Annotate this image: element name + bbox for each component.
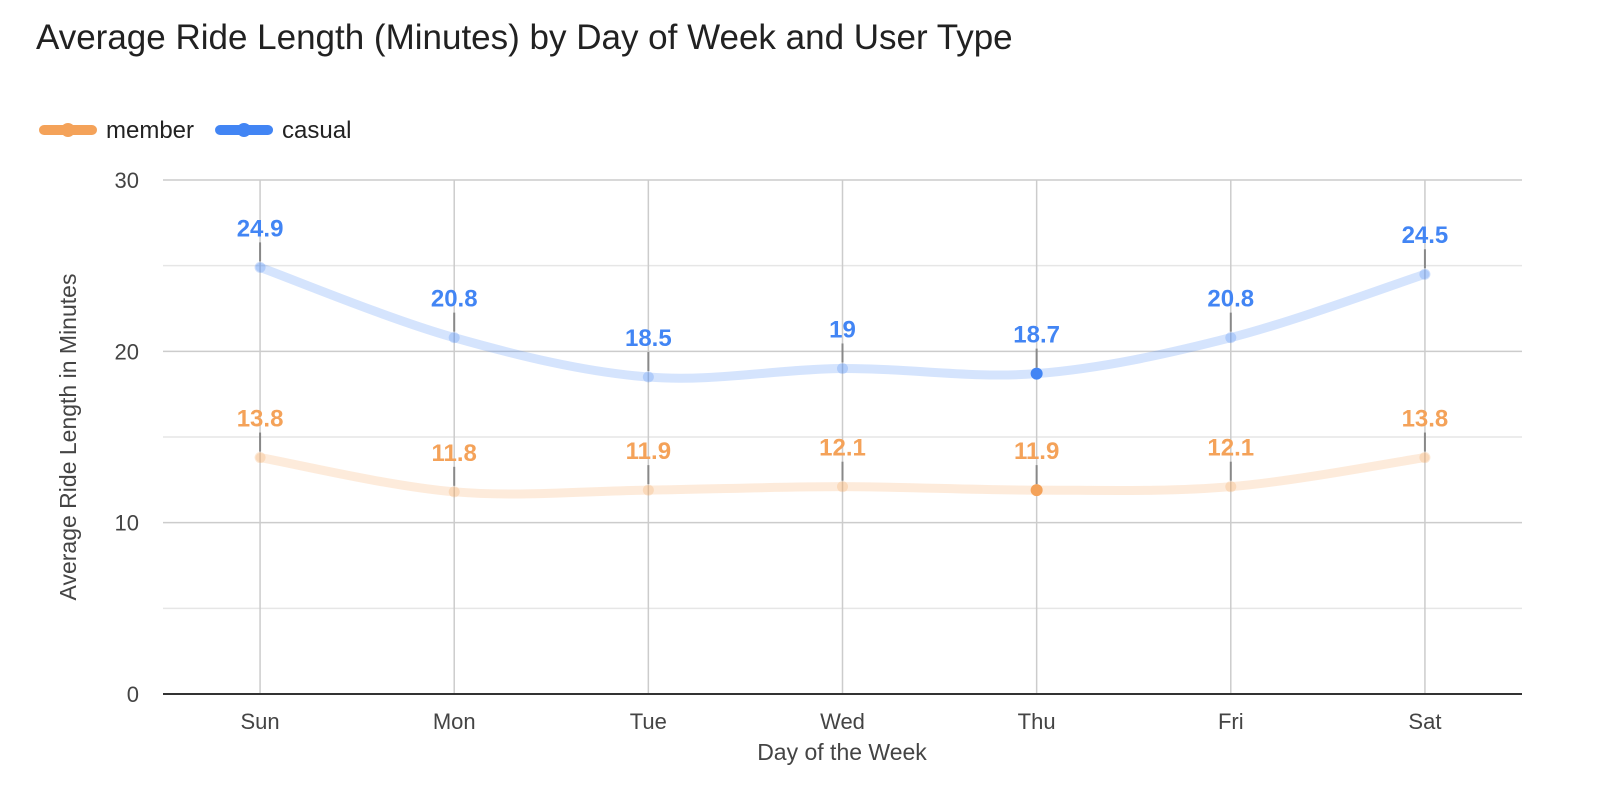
x-tick-label: Thu	[1018, 709, 1056, 734]
data-label-casual: 24.5	[1402, 222, 1449, 249]
x-tick-label: Wed	[820, 709, 865, 734]
data-point-casual	[837, 363, 848, 374]
data-point-member	[643, 485, 654, 496]
data-label-casual: 19	[829, 316, 856, 343]
x-axis-title: Day of the Week	[757, 739, 927, 765]
data-label-casual: 20.8	[1207, 286, 1254, 313]
y-tick-label: 0	[127, 682, 139, 707]
data-label-member: 13.8	[237, 406, 284, 433]
data-label-member: 11.8	[432, 440, 477, 467]
data-point-member	[449, 486, 460, 497]
y-tick-label: 20	[115, 339, 139, 364]
data-label-casual: 18.7	[1013, 322, 1060, 349]
data-point-casual	[643, 372, 654, 383]
data-point-member	[1419, 452, 1430, 463]
data-label-member: 12.1	[819, 435, 866, 462]
data-point-casual	[255, 262, 266, 273]
data-point-casual	[1031, 368, 1043, 380]
legend-label-casual: casual	[282, 117, 351, 144]
legend-label-member: member	[106, 117, 194, 144]
data-label-member: 11.9	[626, 438, 671, 465]
data-point-member	[837, 481, 848, 492]
data-point-casual	[1419, 269, 1430, 280]
x-tick-label: Fri	[1218, 709, 1244, 734]
x-tick-label: Tue	[630, 709, 667, 734]
data-label-member: 11.9	[1014, 438, 1059, 465]
data-label-casual: 24.9	[237, 215, 284, 242]
data-point-member	[1225, 481, 1236, 492]
y-axis-title: Average Ride Length in Minutes	[55, 274, 81, 601]
data-point-casual	[1225, 332, 1236, 343]
data-label-member: 13.8	[1402, 406, 1449, 433]
x-tick-label: Sat	[1408, 709, 1441, 734]
data-label-casual: 18.5	[625, 325, 672, 352]
legend: member casual	[44, 117, 351, 144]
data-point-member	[255, 452, 266, 463]
data-point-casual	[449, 332, 460, 343]
x-tick-label: Mon	[433, 709, 476, 734]
data-point-member	[1031, 484, 1043, 496]
legend-marker-casual	[237, 123, 251, 137]
y-tick-label: 10	[115, 511, 139, 536]
y-tick-label: 30	[115, 168, 139, 193]
legend-marker-member	[61, 123, 75, 137]
data-label-casual: 20.8	[431, 286, 478, 313]
x-tick-label: Sun	[240, 709, 279, 734]
data-label-member: 12.1	[1207, 435, 1254, 462]
